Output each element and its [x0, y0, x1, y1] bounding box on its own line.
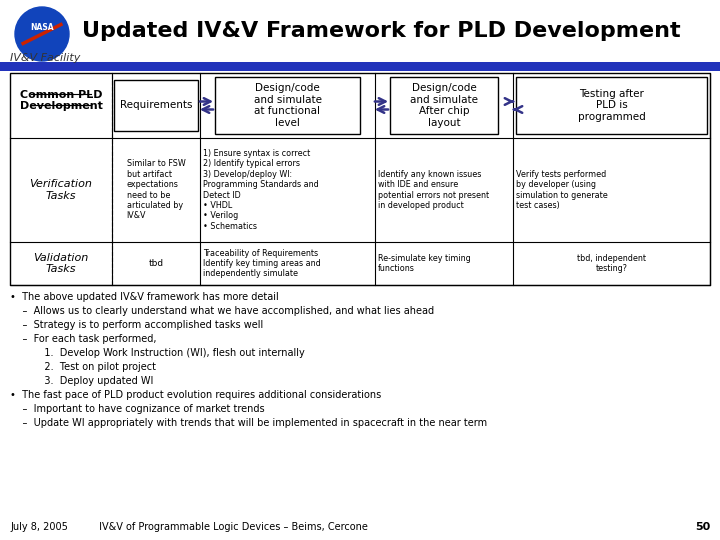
Text: •  The above updated IV&V framework has more detail: • The above updated IV&V framework has m…: [10, 292, 279, 302]
Text: Traceability of Requirements
Identify key timing areas and
independently simulat: Traceability of Requirements Identify ke…: [203, 248, 320, 279]
Text: 2.  Test on pilot project: 2. Test on pilot project: [10, 362, 156, 372]
Text: –  For each task performed,: – For each task performed,: [10, 334, 156, 344]
FancyBboxPatch shape: [390, 77, 498, 134]
Text: Design/code
and simulate
After chip
layout: Design/code and simulate After chip layo…: [410, 83, 478, 128]
Text: –  Allows us to clearly understand what we have accomplished, and what lies ahea: – Allows us to clearly understand what w…: [10, 306, 434, 316]
Text: NASA: NASA: [30, 24, 54, 32]
Text: 50: 50: [695, 522, 710, 532]
Text: 3.  Deploy updated WI: 3. Deploy updated WI: [10, 376, 153, 386]
Circle shape: [15, 7, 69, 61]
Text: Updated IV&V Framework for PLD Development: Updated IV&V Framework for PLD Developme…: [82, 21, 680, 41]
Text: July 8, 2005          IV&V of Programmable Logic Devices – Beims, Cercone: July 8, 2005 IV&V of Programmable Logic …: [10, 522, 368, 532]
Text: Common PLD
Development: Common PLD Development: [19, 90, 102, 111]
Text: 1.  Develop Work Instruction (WI), flesh out internally: 1. Develop Work Instruction (WI), flesh …: [10, 348, 305, 358]
Text: Similar to FSW
but artifact
expectations
need to be
articulated by
IV&V: Similar to FSW but artifact expectations…: [127, 159, 185, 220]
Text: Validation
Tasks: Validation Tasks: [33, 253, 89, 274]
Text: Identify any known issues
with IDE and ensure
potential errors not present
in de: Identify any known issues with IDE and e…: [378, 170, 489, 210]
Text: Requirements: Requirements: [120, 100, 192, 111]
FancyBboxPatch shape: [114, 80, 198, 131]
Text: Verification
Tasks: Verification Tasks: [30, 179, 92, 201]
Text: Design/code
and simulate
at functional
level: Design/code and simulate at functional l…: [253, 83, 322, 128]
Bar: [0, 62, 720, 71]
Text: tbd, independent
testing?: tbd, independent testing?: [577, 254, 646, 273]
Text: –  Important to have cognizance of market trends: – Important to have cognizance of market…: [10, 404, 265, 414]
Text: –  Strategy is to perform accomplished tasks well: – Strategy is to perform accomplished ta…: [10, 320, 264, 330]
Text: 1) Ensure syntax is correct
2) Identify typical errors
3) Develop/deploy WI:
Pro: 1) Ensure syntax is correct 2) Identify …: [203, 149, 319, 231]
Text: tbd: tbd: [148, 259, 163, 268]
Text: –  Update WI appropriately with trends that will be implemented in spacecraft in: – Update WI appropriately with trends th…: [10, 418, 487, 428]
Bar: [10, 73, 710, 285]
Text: Testing after
PLD is
programmed: Testing after PLD is programmed: [577, 89, 645, 122]
Text: Re-simulate key timing
functions: Re-simulate key timing functions: [378, 254, 471, 273]
Text: •  The fast pace of PLD product evolution requires additional considerations: • The fast pace of PLD product evolution…: [10, 390, 382, 400]
FancyBboxPatch shape: [516, 77, 707, 134]
Text: IV&V Facility: IV&V Facility: [10, 53, 81, 63]
FancyBboxPatch shape: [215, 77, 360, 134]
Text: Verify tests performed
by developer (using
simulation to generate
test cases): Verify tests performed by developer (usi…: [516, 170, 608, 210]
